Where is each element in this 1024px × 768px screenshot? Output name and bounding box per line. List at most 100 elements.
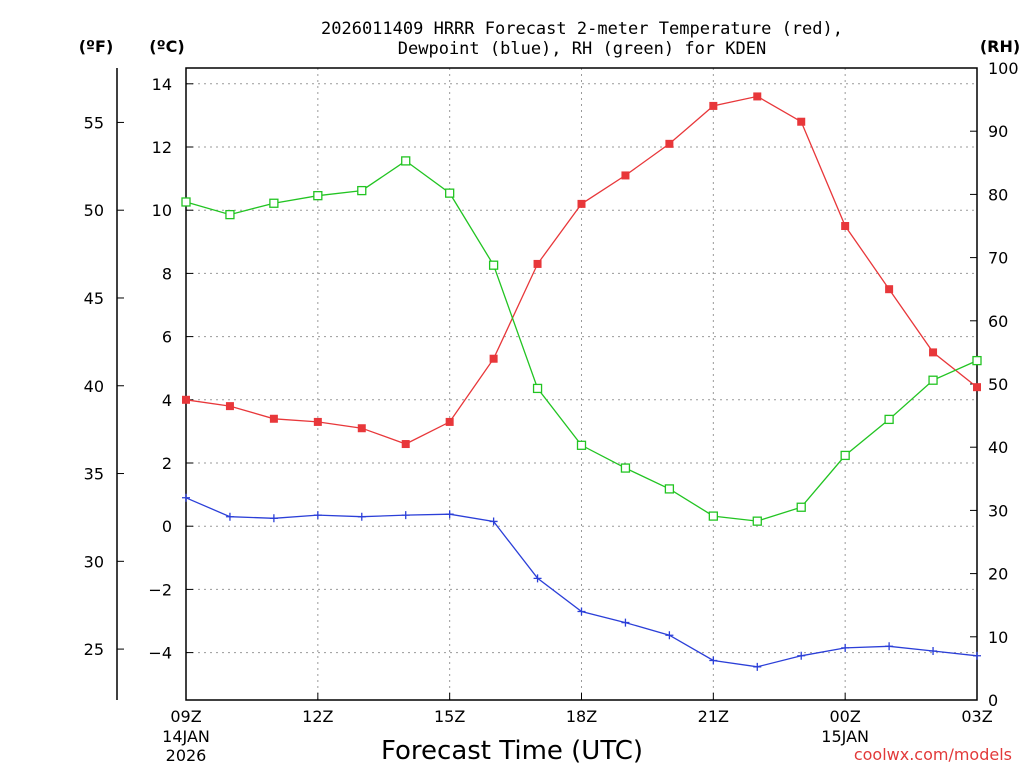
x-tick-label: 15Z	[434, 707, 465, 726]
2-meter-temperature-point	[885, 285, 894, 294]
celsius-tick-label: 14	[152, 75, 172, 94]
x-tick-label: 21Z	[698, 707, 729, 726]
2-meter-temperature-point	[445, 417, 454, 426]
2-meter-temperature-point	[753, 92, 762, 101]
x-tick-label: 12Z	[302, 707, 333, 726]
credit-text: coolwx.com/models	[854, 745, 1012, 764]
rh-tick-label: 30	[988, 501, 1008, 520]
2-meter-temperature-point	[269, 414, 278, 423]
rh-point	[708, 511, 718, 521]
celsius-tick-label: 6	[162, 328, 172, 347]
x-date-label: 15JAN	[821, 727, 869, 746]
2-meter-temperature-point	[357, 424, 366, 433]
2-meter-temperature-point	[577, 199, 586, 208]
celsius-tick-label: 10	[152, 201, 172, 220]
x-date-label: 14JAN	[162, 727, 210, 746]
dewpoint-point	[313, 511, 322, 520]
rh-tick-label: 40	[988, 438, 1008, 457]
fahrenheit-tick-label: 40	[84, 377, 104, 396]
dewpoint-point	[665, 631, 674, 640]
plot-frame	[185, 67, 978, 701]
rh-point	[972, 355, 982, 366]
rh-tick-label: 0	[988, 691, 998, 710]
dewpoint-point	[753, 662, 762, 671]
rh-point	[313, 191, 323, 201]
2-meter-temperature-point	[313, 417, 322, 426]
fahrenheit-tick-label: 50	[84, 201, 104, 220]
rh-tick-label: 10	[988, 628, 1008, 647]
2-meter-temperature-point	[973, 383, 981, 392]
dewpoint-point	[357, 512, 366, 521]
dewpoint-point	[577, 607, 586, 616]
2-meter-temperature-point	[533, 259, 542, 268]
rh-point	[796, 502, 806, 512]
rh-point	[576, 440, 587, 450]
x-tick-label: 18Z	[566, 707, 597, 726]
x-date-label: 2026	[166, 746, 207, 765]
2-meter-temperature-point	[797, 117, 806, 126]
rh-point	[488, 260, 499, 270]
chart-title-line-1: 2026011409 HRRR Forecast 2-meter Tempera…	[321, 19, 843, 39]
rh-point	[445, 188, 455, 198]
dewpoint-point	[929, 647, 938, 656]
rh-tick-label: 100	[988, 59, 1019, 78]
x-axis-title: Forecast Time (UTC)	[381, 736, 643, 766]
celsius-tick-label: −4	[148, 644, 172, 663]
x-tick-label: 03Z	[961, 707, 992, 726]
celsius-unit-label: (ºC)	[149, 37, 184, 56]
rh-point	[269, 198, 279, 208]
fahrenheit-tick-label: 30	[84, 552, 104, 571]
x-tick-label: 09Z	[170, 707, 201, 726]
rh-point	[620, 463, 631, 473]
rh-point	[401, 156, 411, 166]
celsius-tick-label: 12	[152, 138, 172, 157]
celsius-tick-label: 0	[162, 517, 172, 536]
rh-point	[664, 484, 675, 494]
dewpoint-line	[185, 497, 978, 668]
data-series	[181, 92, 982, 671]
dewpoint-point	[489, 517, 498, 526]
dewpoint-point	[445, 510, 454, 519]
chart-title-line-2: Dewpoint (blue), RH (green) for KDEN	[398, 39, 766, 59]
x-tick-label: 00Z	[830, 707, 861, 726]
fahrenheit-tick-label: 55	[84, 113, 104, 132]
rh-point	[532, 383, 543, 394]
celsius-tick-label: 8	[162, 264, 172, 283]
celsius-tick-label: −2	[148, 580, 172, 599]
fahrenheit-tick-label: 25	[84, 640, 104, 659]
dewpoint-point	[973, 651, 981, 660]
dewpoint-point	[841, 643, 850, 652]
fahrenheit-tick-label: 45	[84, 289, 104, 308]
2-meter-temperature-line	[185, 95, 978, 445]
fahrenheit-unit-label: (ºF)	[79, 37, 114, 56]
rh-point	[225, 209, 235, 220]
gridlines	[186, 68, 977, 700]
rh-tick-label: 20	[988, 565, 1008, 584]
celsius-tick-label: 4	[162, 391, 172, 410]
rh-tick-label: 50	[988, 375, 1008, 394]
dewpoint-point	[533, 574, 542, 583]
rh-point	[357, 185, 367, 196]
2-meter-temperature-point	[665, 139, 674, 148]
2-meter-temperature-point	[182, 395, 190, 404]
rh-tick-label: 70	[988, 249, 1008, 268]
dewpoint-point	[182, 493, 190, 502]
2-meter-temperature-point	[929, 348, 938, 357]
2-meter-temperature-point	[225, 402, 234, 411]
rh-point	[181, 197, 191, 207]
axes	[116, 67, 978, 701]
dewpoint-point	[709, 656, 718, 665]
2-meter-temperature-point	[621, 171, 630, 180]
rh-point	[884, 414, 894, 425]
2-meter-temperature-point	[709, 101, 718, 110]
rh-point	[752, 516, 762, 526]
tick-labels: 14121086420−2−45550454035302510090807060…	[84, 59, 1019, 765]
rh-tick-label: 80	[988, 185, 1008, 204]
rh-point	[928, 375, 938, 385]
2-meter-temperature-point	[841, 222, 850, 230]
dewpoint-point	[621, 618, 630, 627]
fahrenheit-tick-label: 35	[84, 465, 104, 484]
dewpoint-point	[401, 511, 410, 520]
2-meter-temperature-point	[489, 354, 498, 363]
2-meter-temperature-point	[401, 440, 410, 449]
